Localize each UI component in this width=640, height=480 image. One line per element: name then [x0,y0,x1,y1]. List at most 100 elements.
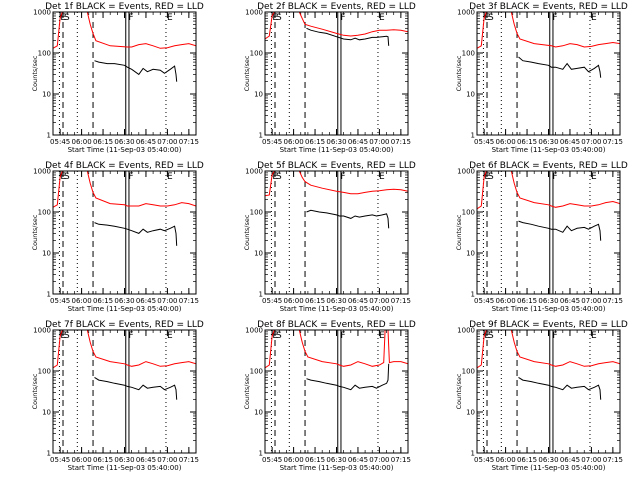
y-axis-label: Counts/sec [455,55,463,91]
y-tick-label: 100 [462,368,475,376]
x-tick-label: 07:15 [603,297,623,305]
series-line-lld [477,12,620,49]
marker-label: E [167,172,173,182]
x-tick-label: 07:15 [603,456,623,464]
x-tick-label: 07:15 [179,297,199,305]
marker-label: E [591,13,597,23]
y-axis-label: Counts/sec [455,214,463,250]
y-tick-label: 100 [38,50,51,58]
marker-label: F [552,331,557,341]
x-tick-label: 06:15 [305,456,325,464]
x-tick-label: 06:30 [326,138,346,146]
x-tick-label: 07:15 [179,456,199,464]
y-tick-label: 1000 [33,168,51,176]
y-tick-label: 100 [250,209,263,217]
x-tick-label: 06:30 [114,138,134,146]
x-tick-label: 06:15 [93,297,113,305]
x-tick-label: 06:45 [136,138,156,146]
chart-panel-7: Det 7f BLACK = Events, RED = LLD 1 10 100 10… [31,320,204,472]
series-line-events [306,27,390,46]
series-line-events [94,222,178,246]
x-tick-label: 06:00 [284,138,304,146]
chart-panel-5: Det 5f BLACK = Events, RED = LLD 1 10 100 10… [243,161,416,313]
series-line-events [518,56,602,78]
y-tick-label: 1 [259,450,263,458]
x-tick-label: 06:30 [326,456,346,464]
x-axis-label: Start Time (11-Sep-03 05:40:00) [492,464,606,472]
y-axis-label: Counts/sec [243,55,251,91]
y-tick-label: 1 [259,132,263,140]
marker-label: S [276,172,282,182]
marker-label: E [379,172,385,182]
y-tick-label: 100 [462,209,475,217]
x-tick-label: 07:15 [391,138,411,146]
chart-panel-6: Det 6f BLACK = Events, RED = LLD 1 10 100 10… [455,161,628,313]
y-tick-label: 1000 [245,168,263,176]
marker-label: S [64,331,70,341]
plot-frame [264,170,409,295]
y-axis-label: Counts/sec [243,373,251,409]
x-tick-label: 07:00 [157,297,177,305]
series-line-lld [477,171,620,210]
chart-panel-4: Det 4f BLACK = Events, RED = LLD 1 10 100 10… [31,161,204,313]
x-tick-label: 06:15 [93,138,113,146]
x-tick-label: 05:45 [474,138,494,146]
x-tick-label: 06:45 [348,456,368,464]
chart-panel-2: Det 2f BLACK = Events, RED = LLD 1 10 100 10… [243,2,416,154]
y-tick-label: 1000 [33,9,51,17]
marker-label: F [128,331,133,341]
plot-frame [52,329,197,454]
x-tick-label: 06:45 [560,138,580,146]
x-tick-label: 06:30 [326,297,346,305]
y-tick-label: 1 [47,450,51,458]
y-tick-label: 1 [471,291,475,299]
y-tick-label: 10 [42,91,51,99]
y-tick-label: 100 [250,50,263,58]
y-tick-label: 1000 [457,168,475,176]
panel-title: Det 6f BLACK = Events, RED = LLD [469,161,628,171]
marker-label: F [552,172,557,182]
y-axis-label: Counts/sec [31,214,39,250]
marker-label: E [379,13,385,23]
y-tick-label: 1 [471,132,475,140]
x-tick-label: 05:45 [262,138,282,146]
plot-frame [52,170,197,295]
marker-label: F [340,13,345,23]
x-tick-label: 06:30 [538,297,558,305]
y-tick-label: 100 [250,368,263,376]
marker-label: S [276,13,282,23]
series-line-events [518,376,602,400]
chart-panel-9: Det 9f BLACK = Events, RED = LLD 1 10 100 10… [455,320,628,472]
x-tick-label: 06:30 [538,456,558,464]
y-tick-label: 100 [38,209,51,217]
series-line-lld [265,12,408,40]
x-tick-label: 06:15 [305,297,325,305]
marker-label: S [488,13,494,23]
series-line-lld [477,330,620,369]
y-tick-label: 1000 [457,327,475,335]
x-tick-label: 07:00 [157,138,177,146]
y-tick-label: 10 [254,409,263,417]
y-tick-label: 1000 [457,9,475,17]
series-line-events [94,376,178,400]
marker-label: E [167,331,173,341]
marker-label: E [379,331,385,341]
marker-label: F [340,331,345,341]
x-tick-label: 06:45 [560,456,580,464]
y-tick-label: 1 [471,450,475,458]
y-tick-label: 1 [47,132,51,140]
x-axis-label: Start Time (11-Sep-03 05:40:00) [68,146,182,154]
panel-title: Det 5f BLACK = Events, RED = LLD [257,161,416,171]
series-line-events [94,60,178,82]
marker-label: S [276,331,282,341]
x-tick-label: 05:45 [262,456,282,464]
x-axis-label: Start Time (11-Sep-03 05:40:00) [492,305,606,313]
x-tick-label: 06:45 [348,138,368,146]
x-tick-label: 06:00 [496,456,516,464]
x-tick-label: 07:00 [581,297,601,305]
y-tick-label: 1000 [245,327,263,335]
x-tick-label: 05:45 [50,456,70,464]
x-tick-label: 07:00 [369,456,389,464]
marker-label: E [591,331,597,341]
x-tick-label: 06:00 [496,138,516,146]
